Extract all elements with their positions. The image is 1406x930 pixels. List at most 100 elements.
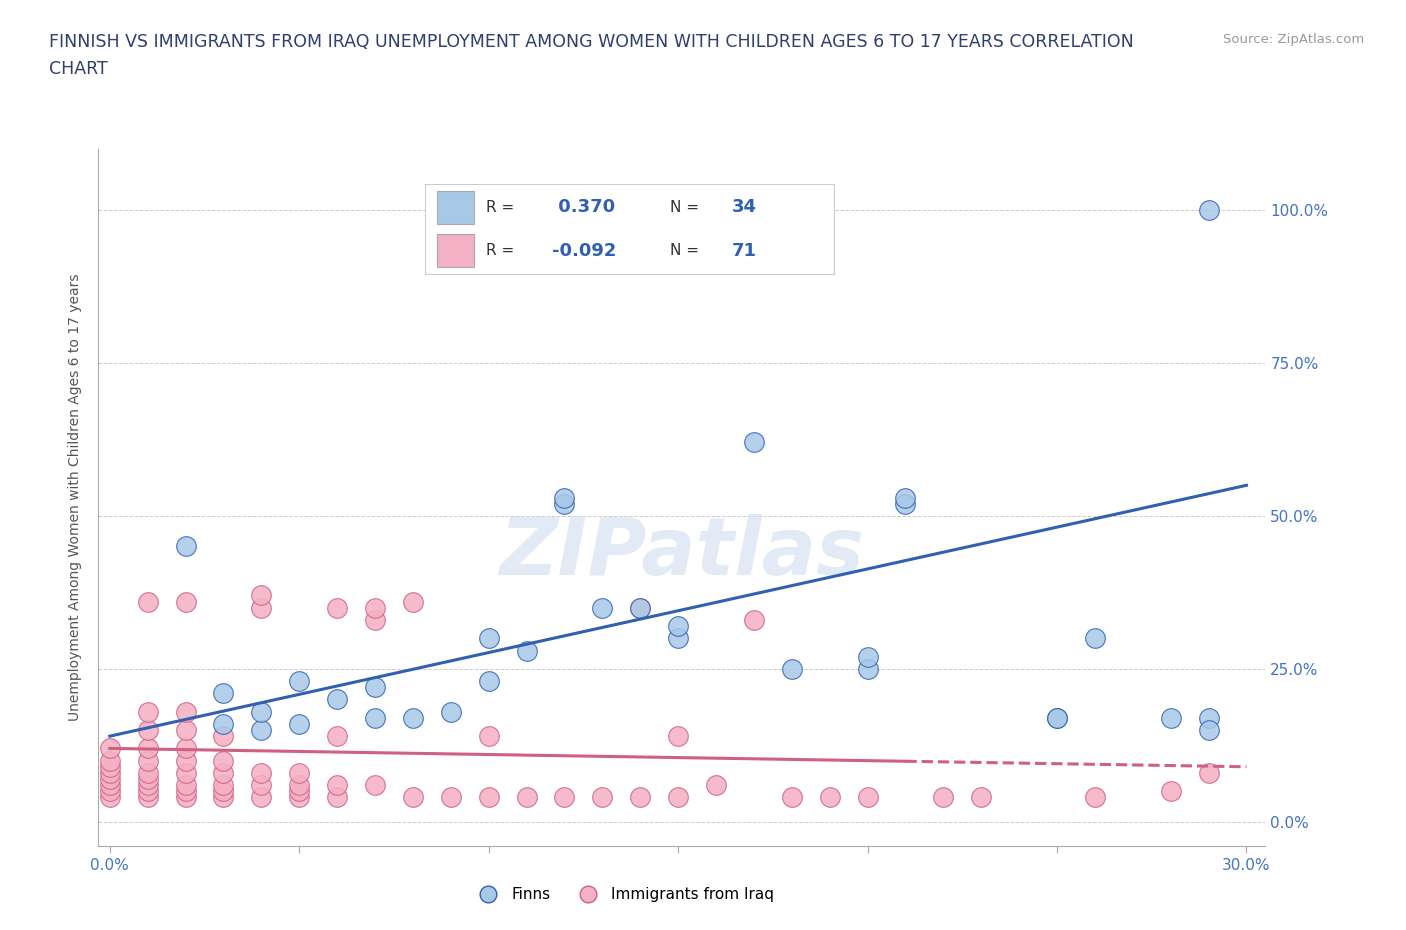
Point	[136, 790, 159, 804]
Point	[288, 784, 311, 799]
Point	[212, 790, 235, 804]
Point	[326, 790, 349, 804]
Point	[212, 777, 235, 792]
Point	[894, 490, 917, 505]
Text: Source: ZipAtlas.com: Source: ZipAtlas.com	[1223, 33, 1364, 46]
Point	[1198, 765, 1220, 780]
Point	[1160, 784, 1182, 799]
Point	[894, 497, 917, 512]
Point	[288, 777, 311, 792]
Point	[98, 772, 121, 787]
Legend: Finns, Immigrants from Iraq: Finns, Immigrants from Iraq	[467, 882, 780, 909]
Point	[970, 790, 993, 804]
Point	[136, 772, 159, 787]
Point	[212, 784, 235, 799]
Point	[136, 594, 159, 609]
Point	[174, 784, 197, 799]
Point	[174, 723, 197, 737]
Point	[136, 741, 159, 756]
Point	[326, 729, 349, 744]
Point	[591, 600, 613, 615]
Point	[1046, 711, 1069, 725]
Point	[98, 790, 121, 804]
Point	[250, 777, 273, 792]
Point	[136, 777, 159, 792]
Point	[288, 716, 311, 731]
Point	[212, 765, 235, 780]
Point	[742, 613, 765, 628]
Text: CHART: CHART	[49, 60, 108, 78]
Point	[666, 631, 689, 645]
Point	[628, 790, 651, 804]
Point	[174, 765, 197, 780]
Point	[250, 600, 273, 615]
Point	[818, 790, 841, 804]
Point	[553, 490, 575, 505]
Point	[1046, 711, 1069, 725]
Point	[628, 600, 651, 615]
Point	[326, 692, 349, 707]
Point	[1160, 711, 1182, 725]
Point	[666, 790, 689, 804]
Point	[478, 729, 501, 744]
Point	[174, 704, 197, 719]
Point	[516, 790, 538, 804]
Point	[628, 600, 651, 615]
Point	[1198, 203, 1220, 218]
Text: FINNISH VS IMMIGRANTS FROM IRAQ UNEMPLOYMENT AMONG WOMEN WITH CHILDREN AGES 6 TO: FINNISH VS IMMIGRANTS FROM IRAQ UNEMPLOY…	[49, 33, 1135, 50]
Point	[856, 661, 879, 676]
Point	[288, 673, 311, 688]
Point	[364, 711, 387, 725]
Point	[98, 777, 121, 792]
Point	[174, 777, 197, 792]
Point	[591, 790, 613, 804]
Point	[250, 704, 273, 719]
Point	[704, 777, 727, 792]
Point	[1198, 723, 1220, 737]
Point	[212, 686, 235, 701]
Point	[326, 600, 349, 615]
Point	[666, 729, 689, 744]
Point	[1198, 711, 1220, 725]
Point	[136, 753, 159, 768]
Point	[932, 790, 955, 804]
Text: ZIPatlas: ZIPatlas	[499, 514, 865, 592]
Y-axis label: Unemployment Among Women with Children Ages 6 to 17 years: Unemployment Among Women with Children A…	[69, 273, 83, 722]
Point	[478, 790, 501, 804]
Point	[98, 784, 121, 799]
Point	[250, 588, 273, 603]
Point	[440, 704, 463, 719]
Point	[136, 723, 159, 737]
Point	[326, 777, 349, 792]
Point	[136, 765, 159, 780]
Point	[212, 729, 235, 744]
Point	[780, 790, 803, 804]
Point	[98, 741, 121, 756]
Point	[364, 613, 387, 628]
Point	[174, 753, 197, 768]
Point	[250, 723, 273, 737]
Point	[856, 790, 879, 804]
Point	[288, 765, 311, 780]
Point	[780, 661, 803, 676]
Point	[98, 753, 121, 768]
Point	[212, 753, 235, 768]
Point	[402, 790, 425, 804]
Point	[516, 643, 538, 658]
Point	[250, 790, 273, 804]
Point	[174, 539, 197, 554]
Point	[98, 759, 121, 774]
Point	[440, 790, 463, 804]
Point	[174, 741, 197, 756]
Point	[402, 594, 425, 609]
Point	[212, 716, 235, 731]
Point	[136, 784, 159, 799]
Point	[856, 649, 879, 664]
Point	[1084, 631, 1107, 645]
Point	[478, 631, 501, 645]
Point	[174, 790, 197, 804]
Point	[1084, 790, 1107, 804]
Point	[250, 765, 273, 780]
Point	[98, 765, 121, 780]
Point	[364, 600, 387, 615]
